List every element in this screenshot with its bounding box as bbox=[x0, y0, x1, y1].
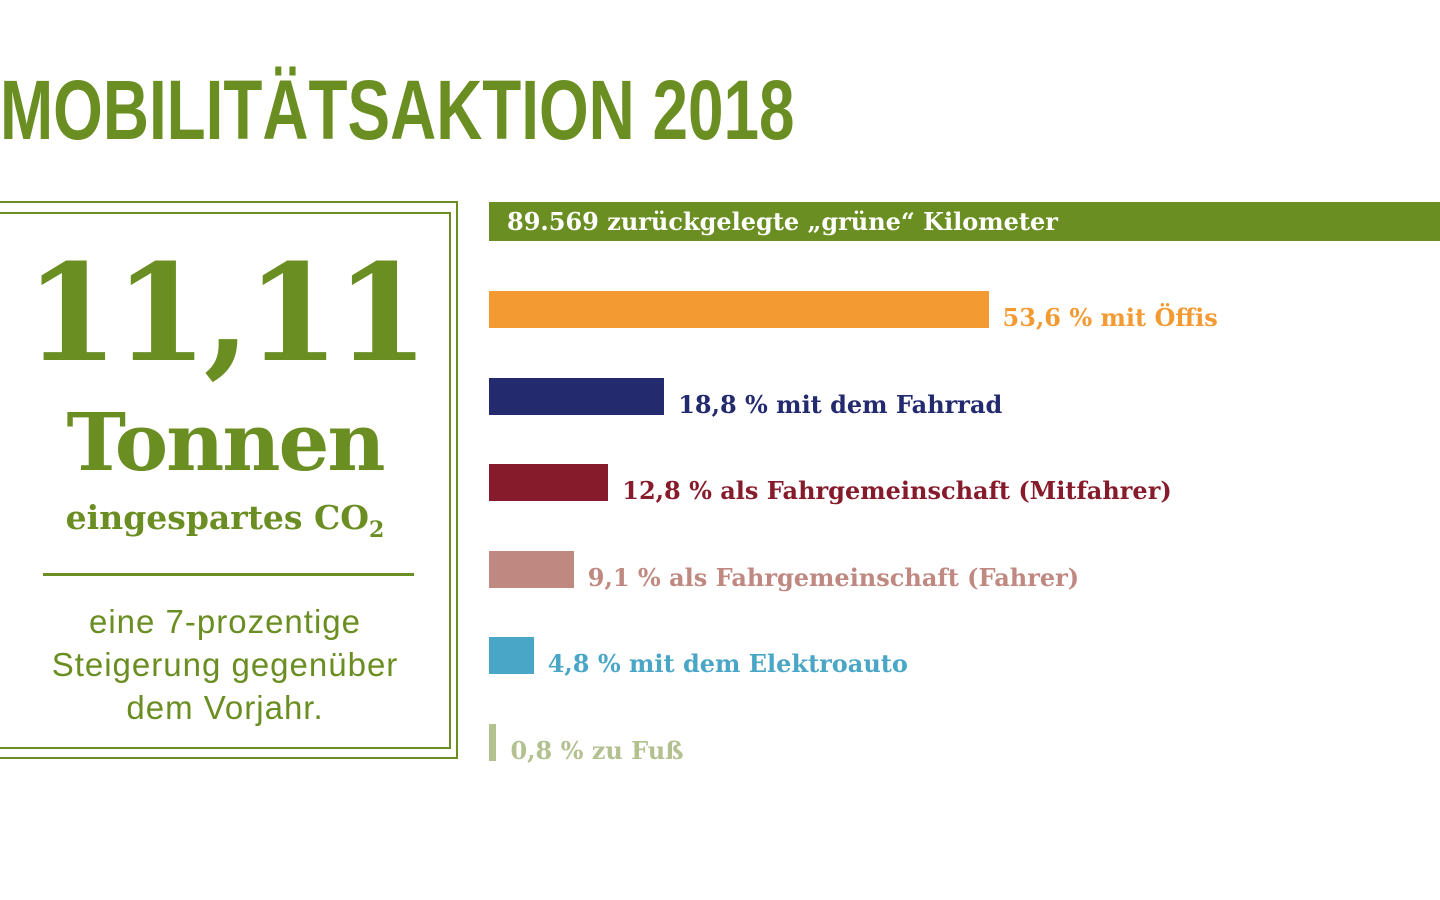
bar-label-3: 12,8 % als Fahrgemeinschaft (Mitfahrer) bbox=[622, 476, 1172, 505]
co2-label-text: eingespartes CO bbox=[65, 498, 370, 537]
co2-savings-label: eingespartes CO2 bbox=[0, 496, 450, 552]
chart-title: 89.569 zurückgelegte „grüne“ Kilometer bbox=[507, 207, 1058, 236]
bar-2 bbox=[489, 377, 665, 415]
summary-note-line-3: dem Vorjahr. bbox=[126, 689, 324, 726]
bar-label-6: 0,8 % zu Fuß bbox=[510, 735, 684, 765]
bar-1 bbox=[489, 291, 989, 328]
co2-subscript: 2 bbox=[369, 517, 385, 543]
bar-label-2: 18,8 % mit dem Fahrrad bbox=[678, 389, 1003, 419]
bar-3 bbox=[489, 464, 609, 501]
summary-note-line-1: eine 7-prozentige bbox=[88, 603, 361, 640]
page-title: MOBILITÄTSAKTION 2018 bbox=[0, 63, 795, 157]
summary-divider bbox=[43, 573, 414, 576]
bar-5 bbox=[489, 637, 534, 674]
summary-box-outer-frame bbox=[0, 201, 458, 759]
bar-4 bbox=[489, 550, 574, 588]
bar-label-5: 4,8 % mit dem Elektroauto bbox=[547, 649, 908, 678]
summary-box-inner-frame bbox=[0, 212, 451, 749]
co2-savings-value: 11,11 bbox=[25, 234, 429, 392]
summary-note: eine 7-prozentige Steigerung gegenüber d… bbox=[0, 600, 450, 729]
bar-label-4: 9,1 % als Fahrgemeinschaft (Fahrer) bbox=[587, 562, 1080, 592]
chart-header-bar bbox=[489, 202, 1440, 241]
summary-note-line-2: Steigerung gegenüber bbox=[51, 646, 399, 683]
co2-savings-unit: Tonnen bbox=[66, 395, 385, 489]
bar-label-1: 53,6 % mit Öffis bbox=[1002, 303, 1218, 332]
bar-6 bbox=[489, 723, 497, 761]
